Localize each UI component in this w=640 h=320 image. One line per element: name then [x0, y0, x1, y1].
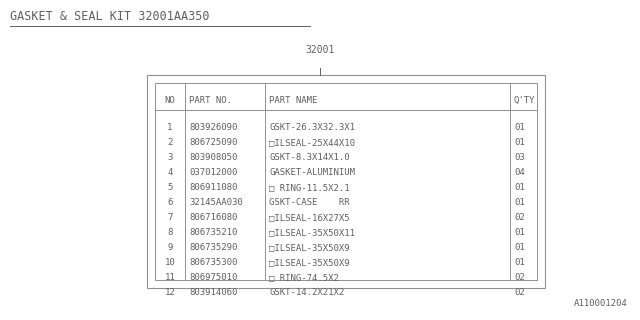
Text: □ RING-11.5X2.1: □ RING-11.5X2.1: [269, 183, 349, 192]
Text: PART NAME: PART NAME: [269, 96, 317, 105]
Text: 806725090: 806725090: [189, 138, 237, 147]
Text: 806975010: 806975010: [189, 273, 237, 282]
Text: 01: 01: [514, 243, 525, 252]
Text: 1: 1: [167, 123, 173, 132]
Text: □ILSEAL-35X50X9: □ILSEAL-35X50X9: [269, 258, 349, 267]
Text: 02: 02: [514, 273, 525, 282]
Text: 803908050: 803908050: [189, 153, 237, 162]
Text: Q'TY: Q'TY: [514, 96, 536, 105]
Text: 806735300: 806735300: [189, 258, 237, 267]
Text: 6: 6: [167, 198, 173, 207]
Text: GSKT-26.3X32.3X1: GSKT-26.3X32.3X1: [269, 123, 355, 132]
Text: 806735210: 806735210: [189, 228, 237, 237]
Text: 037012000: 037012000: [189, 168, 237, 177]
Text: GASKET & SEAL KIT 32001AA350: GASKET & SEAL KIT 32001AA350: [10, 10, 209, 23]
Text: □ILSEAL-25X44X10: □ILSEAL-25X44X10: [269, 138, 355, 147]
Text: 4: 4: [167, 168, 173, 177]
Text: 12: 12: [164, 288, 175, 297]
Text: NO: NO: [164, 96, 175, 105]
Text: 32001: 32001: [305, 45, 335, 55]
Text: □ILSEAL-16X27X5: □ILSEAL-16X27X5: [269, 213, 349, 222]
Text: GSKT-8.3X14X1.0: GSKT-8.3X14X1.0: [269, 153, 349, 162]
Text: 806911080: 806911080: [189, 183, 237, 192]
Text: 01: 01: [514, 183, 525, 192]
Text: 10: 10: [164, 258, 175, 267]
Text: 806716080: 806716080: [189, 213, 237, 222]
Bar: [155, 83, 537, 280]
Text: GASKET-ALUMINIUM: GASKET-ALUMINIUM: [269, 168, 355, 177]
Text: 01: 01: [514, 123, 525, 132]
Text: GSKT-CASE    RR: GSKT-CASE RR: [269, 198, 349, 207]
Text: A110001204: A110001204: [574, 299, 628, 308]
Text: 01: 01: [514, 138, 525, 147]
Text: □ RING-74.5X2: □ RING-74.5X2: [269, 273, 339, 282]
Text: 02: 02: [514, 288, 525, 297]
Text: 806735290: 806735290: [189, 243, 237, 252]
Bar: [147, 75, 545, 288]
Text: PART NO.: PART NO.: [189, 96, 232, 105]
Text: 803914060: 803914060: [189, 288, 237, 297]
Text: □ILSEAL-35X50X11: □ILSEAL-35X50X11: [269, 228, 355, 237]
Text: 8: 8: [167, 228, 173, 237]
Text: 04: 04: [514, 168, 525, 177]
Text: 02: 02: [514, 213, 525, 222]
Text: 03: 03: [514, 153, 525, 162]
Text: 11: 11: [164, 273, 175, 282]
Text: 5: 5: [167, 183, 173, 192]
Text: 9: 9: [167, 243, 173, 252]
Text: GSKT-14.2X21X2: GSKT-14.2X21X2: [269, 288, 344, 297]
Text: □ILSEAL-35X50X9: □ILSEAL-35X50X9: [269, 243, 349, 252]
Text: 803926090: 803926090: [189, 123, 237, 132]
Text: 01: 01: [514, 228, 525, 237]
Text: 7: 7: [167, 213, 173, 222]
Text: 3: 3: [167, 153, 173, 162]
Text: 01: 01: [514, 198, 525, 207]
Text: 01: 01: [514, 258, 525, 267]
Text: 32145AA030: 32145AA030: [189, 198, 243, 207]
Text: 2: 2: [167, 138, 173, 147]
